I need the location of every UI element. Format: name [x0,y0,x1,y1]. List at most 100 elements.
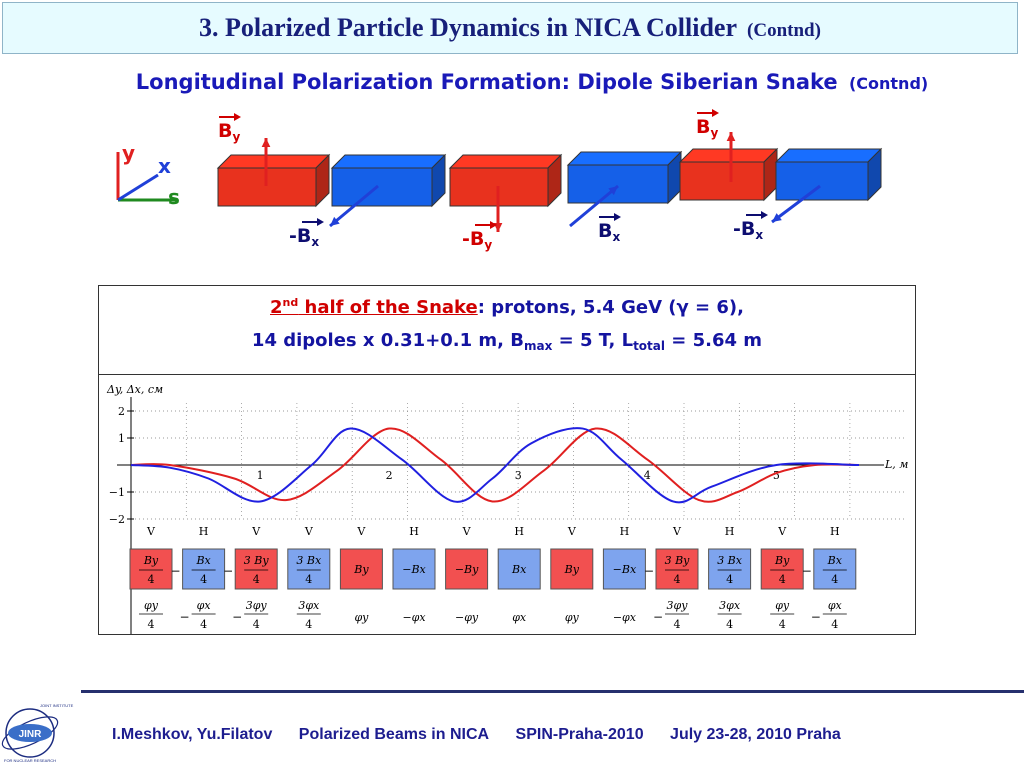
dipole-denominator: 4 [253,573,260,586]
snake-diagram: y x s [116,132,883,232]
phase-value: φx [512,611,527,624]
dipole-numerator: 3 Bx [296,554,322,567]
footer-rule [81,690,1024,693]
phase-value: −φy [455,611,479,624]
phase-denominator: 4 [726,618,733,631]
plane-label: H [620,525,630,538]
label-mbx-1: -Bx [289,218,324,249]
info-line2a: 14 dipoles x 0.31+0.1 m, B [251,330,525,351]
phase-denominator: 4 [148,618,155,631]
info-num: 2 [270,297,283,318]
label-bx-base: B [598,220,613,242]
label-by-2-sub: y [710,126,719,140]
dipole-rect [287,548,331,590]
label-mbx-1-sub: x [311,235,320,249]
dipole-numerator: Bx [195,554,211,567]
dipole-rect [550,548,594,590]
vector-arrow-icon [746,211,768,219]
plane-label: H [199,525,209,538]
field-arrow-head [726,132,736,142]
phase-value: φy [565,611,580,624]
phase-sign: − [653,610,663,624]
jinr-logo: JINR JOINT INSTITUTE FOR NUCLEAR RESEARC… [1,703,74,763]
info-rest1: : protons, 5.4 GeV ( [477,297,677,318]
x-axis-label: L, м [884,458,908,471]
dipole-numerator: 3 By [665,554,691,567]
dipole-box-blue: −Bx [392,548,436,590]
field-arrow-head [330,216,340,226]
axis-s-label: s [168,185,180,209]
magnet-top [448,154,563,169]
dipole-box-red: By 4 [760,548,804,590]
info-line2sub1: max [524,339,553,353]
footer-text: I.Meshkov, Yu.Filatov Polarized Beams in… [112,726,863,744]
phase-entry: −φx 4 [180,599,216,631]
info-gamma: γ [676,297,689,318]
label-bx: Bx [598,213,621,244]
label-mby-sub: y [484,238,493,252]
plot-frame: Δy, Δx, см L, м 2 1 −1 −2 1 2 3 4 5 V H V V V H V H V H V H… [98,372,916,635]
y-tick-label: −1 [109,486,125,499]
dipole-numerator: 3 By [244,554,270,567]
phase-sign: − [232,610,242,624]
plot-grid [130,403,907,520]
phase-entry: −3φy 4 [232,599,269,631]
phase-entry: −φx 4 [811,599,847,631]
plane-label: H [725,525,735,538]
label-mbx-2: -Bx [733,211,768,242]
dipole-box-red: By [339,548,383,590]
dipole-sign: − [644,564,654,578]
phase-entry: φy 4 [770,599,795,631]
info-line2c: = 5.64 m [665,330,763,351]
plane-label: V [146,525,156,538]
dipole-box-blue: Bx [497,548,541,590]
dipole-value: By [564,563,580,576]
dipole-box-red: −3 By 4 [223,548,278,590]
y-tick-label: 2 [118,405,125,418]
info-line-2: 14 dipoles x 0.31+0.1 m, Bmax = 5 T, Lto… [99,330,915,353]
y-tick-label: −2 [109,513,125,526]
info-rest1b: = 6), [688,297,744,318]
magnet-blue [774,147,883,202]
dipole-numerator: By [143,554,159,567]
magnet-top [330,154,447,169]
label-bx-sub: x [612,230,621,244]
dipole-denominator: 4 [674,573,681,586]
phase-value: −φx [613,611,637,624]
plane-label: V [462,525,472,538]
dipole-box-red: By [550,548,594,590]
dipole-rect [813,548,857,590]
dipole-denominator: 4 [305,573,312,586]
plot-axes: Δy, Δx, см L, м 2 1 −1 −2 1 2 3 4 5 [106,383,908,634]
dipole-value: −Bx [402,563,426,576]
phase-numerator: 3φx [719,599,741,612]
phase-entry: −3φy 4 [653,599,689,631]
magnet-front [775,161,869,201]
phase-entry: φy 4 [139,599,163,631]
x-tick-label: 1 [257,469,264,482]
magnet-front [567,164,669,204]
field-arrow-line [569,184,619,228]
slide-title-main: 3. Polarized Particle Dynamics in NICA C… [199,13,737,42]
phase-numerator: 3φy [667,599,689,612]
dipole-rect [602,548,646,590]
label-mbx-2-sub: x [755,228,764,242]
dipole-numerator: 3 Bx [717,554,743,567]
logo-bottom-text: FOR NUCLEAR RESEARCH [4,758,56,763]
x-tick-label: 5 [773,469,780,482]
magnet-red [678,147,779,202]
field-arrow-line [329,184,379,228]
vector-arrow-icon [697,109,719,117]
magnet-front [679,161,765,201]
plane-label: V [251,525,261,538]
plane-label: H [514,525,524,538]
dipole-rect [655,548,699,590]
phase-denominator: 4 [779,618,786,631]
x-tick-label: 3 [515,469,522,482]
y-axis-label: Δy, Δx, см [106,383,163,396]
vector-arrow-icon [599,213,621,221]
